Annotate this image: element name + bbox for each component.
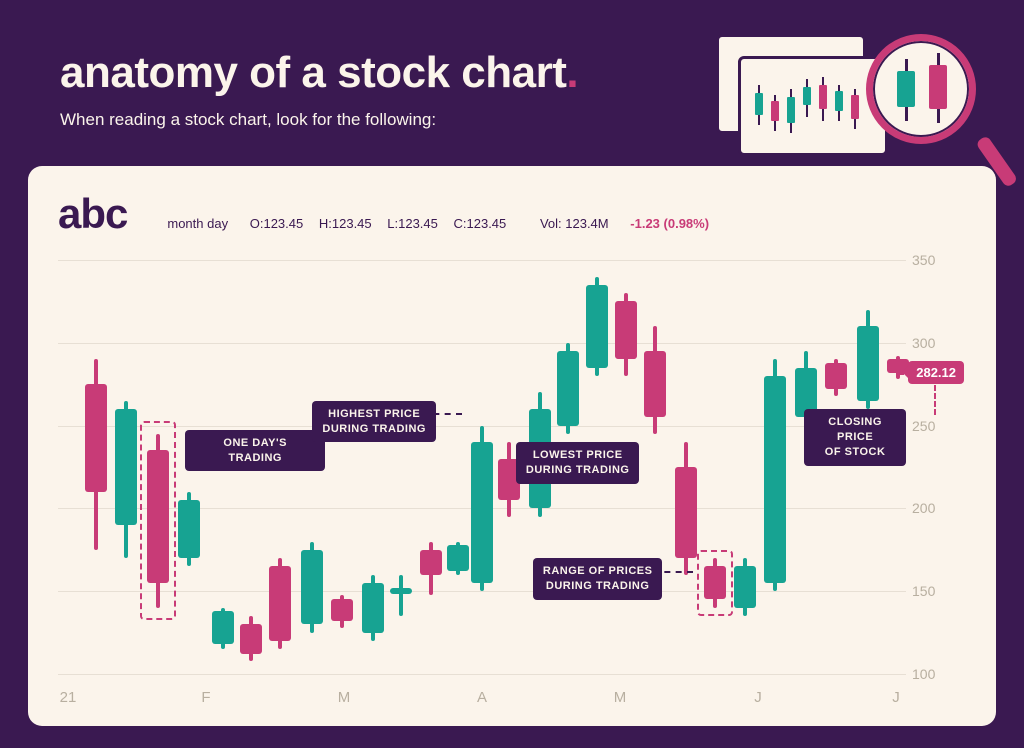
meta-low: L:123.45 [387, 216, 438, 231]
candle [362, 260, 384, 674]
annot-lead [422, 413, 462, 415]
y-axis-label: 150 [912, 583, 956, 599]
candle [447, 260, 469, 674]
meta-open: O:123.45 [250, 216, 304, 231]
meta-date: month day [167, 216, 228, 231]
gridline [58, 674, 906, 675]
y-axis-label: 200 [912, 500, 956, 516]
meta-high: H:123.45 [319, 216, 372, 231]
ticker-symbol: abc [58, 190, 127, 238]
x-axis-label: 21 [58, 689, 78, 706]
x-axis-label: M [610, 689, 630, 706]
x-axis-label: A [472, 689, 492, 706]
x-axis-label: M [334, 689, 354, 706]
candle [420, 260, 442, 674]
title-dot: . [566, 48, 578, 97]
chart-meta: month day O:123.45 H:123.45 L:123.45 C:1… [167, 216, 709, 231]
candle [115, 260, 137, 674]
candle [764, 260, 786, 674]
annot-highest: HIGHEST PRICEDURING TRADING [312, 401, 436, 443]
magnifier-icon [866, 34, 986, 154]
meta-change: -1.23 (0.98%) [630, 216, 709, 231]
y-axis-label: 350 [912, 252, 956, 268]
highlight-range [697, 550, 733, 616]
x-axis-label: J [886, 689, 906, 706]
y-axis-label: 300 [912, 335, 956, 351]
candle [795, 260, 817, 674]
meta-close: C:123.45 [454, 216, 507, 231]
annot-one-day: ONE DAY'S TRADING [185, 430, 325, 472]
x-axis-label: J [748, 689, 768, 706]
candle [887, 260, 909, 674]
decor-illustration [716, 26, 996, 186]
annot-closing: CLOSING PRICEOF STOCK [804, 409, 906, 466]
meta-volume: Vol: 123.4M [540, 216, 609, 231]
y-axis-label: 250 [912, 418, 956, 434]
candle [390, 260, 412, 674]
price-tag: 282.12 [908, 361, 964, 384]
x-axis-label: F [196, 689, 216, 706]
price-lead-line [934, 385, 936, 415]
candle [331, 260, 353, 674]
y-axis-label: 100 [912, 666, 956, 682]
candle [825, 260, 847, 674]
candle [675, 260, 697, 674]
annot-lowest: LOWEST PRICEDURING TRADING [516, 442, 640, 484]
candle [471, 260, 493, 674]
chart-card: abc month day O:123.45 H:123.45 L:123.45… [28, 166, 996, 726]
annot-range: RANGE OF PRICESDURING TRADING [533, 558, 663, 600]
annot-lead [653, 571, 693, 573]
candlestick-chart: 100 150 200 250 300 350 282.12 ONE DAY'S TRADIN… [58, 252, 966, 682]
candle [85, 260, 107, 674]
candle [734, 260, 756, 674]
highlight-one-day [140, 421, 176, 620]
title-text: anatomy of a stock chart [60, 48, 566, 97]
candle [857, 260, 879, 674]
candle [644, 260, 666, 674]
